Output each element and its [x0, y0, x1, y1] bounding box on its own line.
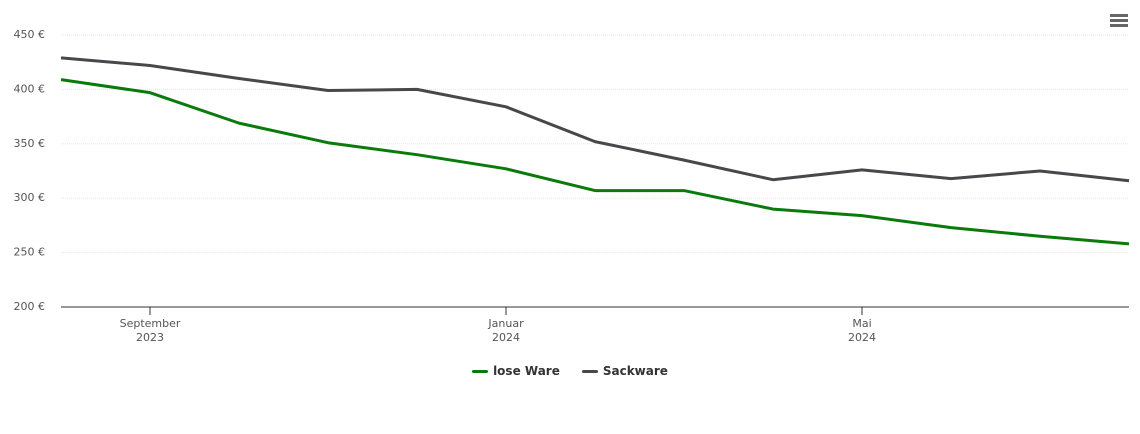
y-tick-label: 350 €: [14, 137, 46, 150]
legend-swatch: [581, 370, 598, 373]
y-tick-label: 400 €: [14, 82, 46, 95]
x-tick-label: Januar 2024: [488, 317, 524, 344]
y-tick-label: 450 €: [14, 28, 46, 41]
y-tick-label: 200 €: [14, 300, 46, 313]
line: [60, 78, 1130, 246]
legend-item[interactable]: lose Ware: [472, 364, 560, 378]
x-tick-label: Mai 2024: [848, 317, 877, 344]
legend: lose Ware Sackware: [0, 364, 1140, 378]
menu-button[interactable]: [1110, 14, 1128, 30]
x-tick-label: September 2023: [119, 317, 181, 344]
legend-label: lose Ware: [493, 364, 560, 378]
line: [60, 56, 1130, 183]
y-tick-label: 300 €: [14, 191, 46, 204]
legend-label: Sackware: [602, 364, 668, 378]
y-tick-label: 250 €: [14, 246, 46, 259]
legend-swatch: [472, 370, 489, 373]
legend-item[interactable]: Sackware: [581, 364, 668, 378]
